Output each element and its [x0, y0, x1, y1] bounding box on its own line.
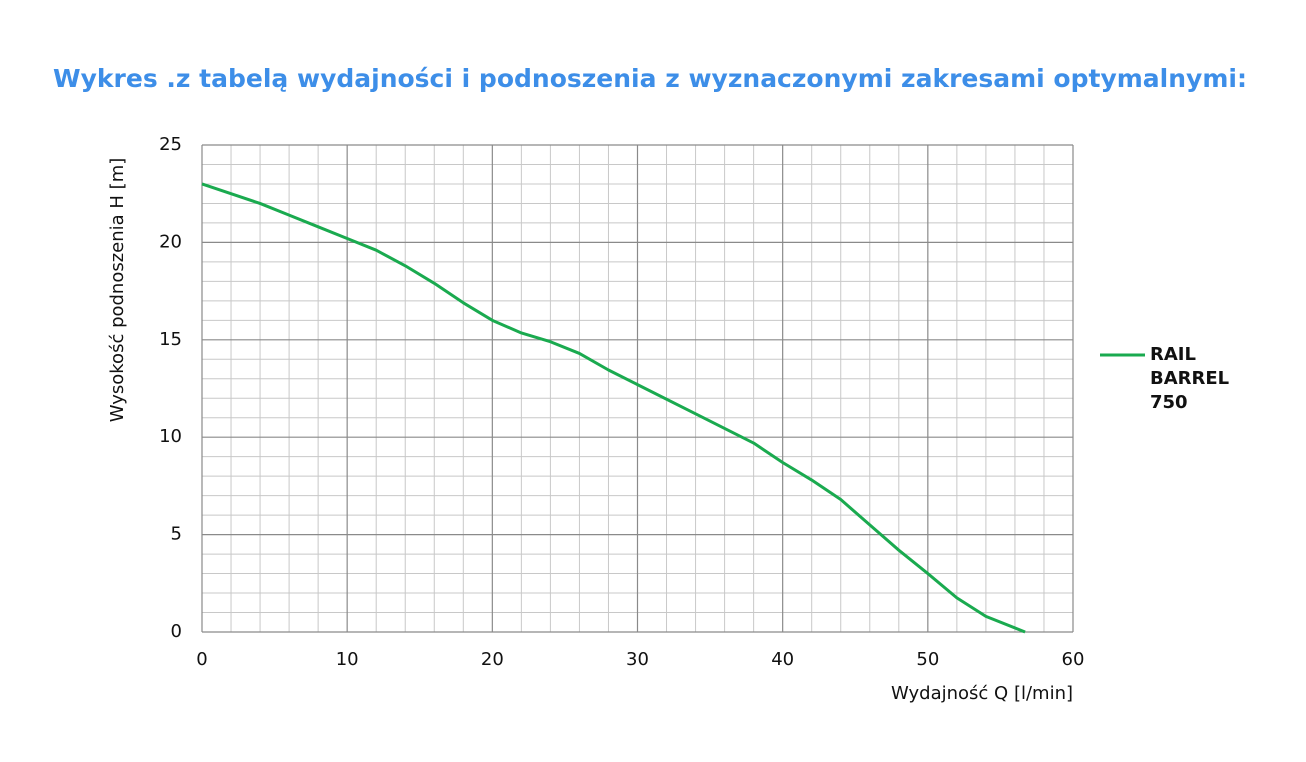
x-tick-label: 60	[1062, 649, 1085, 670]
line-series	[201, 182, 1026, 634]
y-tick-label: 15	[159, 329, 182, 350]
chart-title: Wykres .z tabelą wydajności i podnoszeni…	[53, 64, 1247, 93]
x-tick-label: 30	[626, 649, 649, 670]
y-tick-label: 20	[159, 231, 182, 252]
x-tick-label: 10	[336, 649, 359, 670]
x-axis-label: Wydajność Q [l/min]	[891, 683, 1073, 704]
y-tick-label: 5	[171, 524, 182, 545]
x-tick-label: 50	[916, 649, 939, 670]
legend-label: RAIL BARREL 750	[1150, 344, 1230, 413]
y-tick-label: 0	[171, 621, 182, 642]
x-tick-label: 40	[771, 649, 794, 670]
y-axis-label: Wysokość podnoszenia H [m]	[107, 158, 128, 423]
y-tick-label: 10	[159, 426, 182, 447]
y-tick-label: 25	[159, 134, 182, 155]
x-tick-label: 20	[481, 649, 504, 670]
x-tick-label: 0	[196, 649, 207, 670]
